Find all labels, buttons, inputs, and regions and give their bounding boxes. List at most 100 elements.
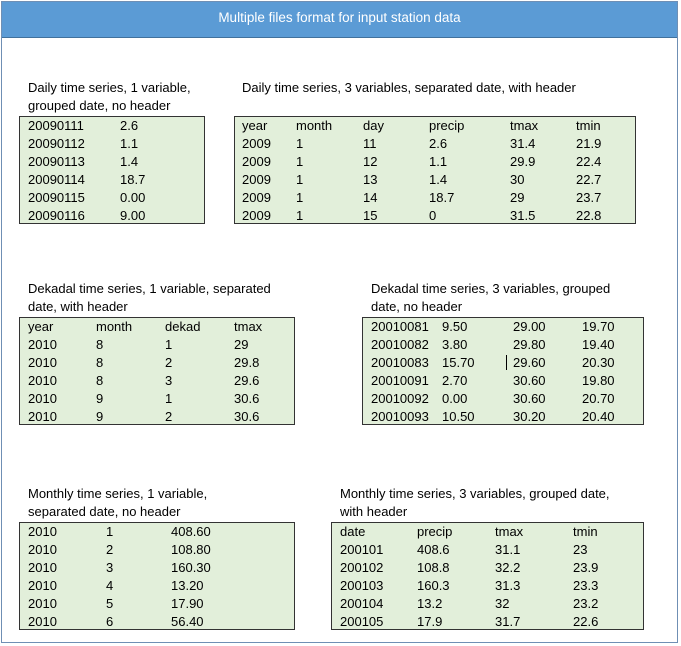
table-row: 2010 1 408.60: [20, 523, 294, 541]
table-cell: 2009: [242, 172, 271, 187]
table-row: 2009 1 13 1.4 30 22.7: [235, 171, 635, 189]
data-table-daily-3var: year month day precip tmax tmin 2009 1 11 2.6 31.4…: [234, 116, 636, 224]
panel-caption-dekadal-1var: Dekadal time series, 1 variable, separat…: [28, 280, 271, 316]
table-cell: 2010: [28, 524, 57, 539]
panel-caption-monthly-3var: Monthly time series, 3 variables, groupe…: [340, 485, 610, 521]
table-cell: 22.6: [573, 614, 599, 629]
table-cell: 2009: [242, 208, 271, 223]
table-cell: 20010082: [371, 337, 429, 352]
table-cell: 2: [165, 355, 173, 370]
table-cell: 2.70: [442, 373, 468, 388]
table-cell: tmax: [234, 319, 263, 334]
table-cell: 2009: [242, 154, 271, 169]
table-row: year month dekad tmax: [20, 318, 294, 336]
table-cell: 22.8: [576, 208, 602, 223]
table-cell: 8: [96, 337, 104, 352]
table-row: 200104 13.2 32 23.2: [332, 595, 643, 613]
table-row: 200102 108.8 32.2 23.9: [332, 559, 643, 577]
caption-line: Monthly time series, 1 variable,: [28, 486, 208, 501]
table-cell: 2010: [28, 355, 57, 370]
table-cell: month: [96, 319, 133, 334]
table-cell: 5: [106, 596, 114, 611]
table-cell: 1: [106, 524, 114, 539]
table-cell: month: [296, 118, 333, 133]
table-cell: 17.9: [417, 614, 443, 629]
table-row: 20010091 2.70 30.60 19.80: [363, 372, 643, 390]
table-cell: 20010091: [371, 373, 429, 388]
table-cell: tmax: [510, 118, 539, 133]
table-cell: 29.00: [513, 319, 546, 334]
table-cell: 30.20: [513, 409, 546, 424]
table-cell: 13.20: [171, 578, 204, 593]
table-cell: tmin: [573, 524, 598, 539]
table-row: 20010092 0.00 30.60 20.70: [363, 390, 643, 408]
table-cell: 200105: [340, 614, 384, 629]
data-table-monthly-3var: date precip tmax tmin 200101 408.6 31.1 23 20010…: [331, 522, 644, 630]
table-cell: 1: [296, 136, 304, 151]
table-cell: 2009: [242, 190, 271, 205]
table-cell: 23.3: [573, 578, 599, 593]
table-cell: 19.70: [582, 319, 615, 334]
table-cell: 22.4: [576, 154, 602, 169]
table-cell: 8: [96, 373, 104, 388]
table-row: 2010 8 2 29.8: [20, 354, 294, 372]
table-row: 20090112 1.1: [20, 135, 204, 153]
table-row: 20090115 0.00: [20, 189, 204, 207]
table-row: 2009 1 12 1.1 29.9 22.4: [235, 153, 635, 171]
table-cell: 408.6: [417, 542, 450, 557]
table-row: 20010082 3.80 29.80 19.40: [363, 336, 643, 354]
table-row: 20010093 10.50 30.20 20.40: [363, 408, 643, 426]
table-row: date precip tmax tmin: [332, 523, 643, 541]
table-cell: 19.80: [582, 373, 615, 388]
table-cell: 1: [165, 391, 173, 406]
table-cell: 1: [296, 208, 304, 223]
table-cell: 1: [296, 172, 304, 187]
table-cell: dekad: [165, 319, 201, 334]
caption-line: Daily time series, 1 variable,: [28, 80, 191, 95]
table-cell: 1.4: [120, 154, 139, 169]
table-cell: 29.80: [513, 337, 546, 352]
table-cell: 29: [234, 337, 249, 352]
table-cell: 1: [296, 154, 304, 169]
caption-line: Daily time series, 3 variables, separate…: [242, 80, 576, 95]
table-cell: 2010: [28, 337, 57, 352]
table-cell: 2010: [28, 614, 57, 629]
caption-line: grouped date, no header: [28, 98, 171, 113]
table-row: 200103 160.3 31.3 23.3: [332, 577, 643, 595]
table-cell: 20.70: [582, 391, 615, 406]
table-cell: 2010: [28, 596, 57, 611]
table-cell: 20090114: [28, 172, 85, 187]
table-cell: 408.60: [171, 524, 211, 539]
table-cell: 22.7: [576, 172, 602, 187]
table-cell: 20090111: [28, 118, 84, 133]
table-row: 2010 8 1 29: [20, 336, 294, 354]
table-cell: 200103: [340, 578, 384, 593]
table-cell: 0.00: [442, 391, 468, 406]
table-cell: 2010: [28, 560, 57, 575]
table-cell: 3: [165, 373, 173, 388]
table-cell: 1.4: [429, 172, 448, 187]
table-row: 2009 1 14 18.7 29 23.7: [235, 189, 635, 207]
text-cursor: [506, 355, 507, 370]
table-cell: precip: [429, 118, 465, 133]
table-row: 200101 408.6 31.1 23: [332, 541, 643, 559]
table-cell: 29.6: [234, 373, 260, 388]
caption-line: Monthly time series, 3 variables, groupe…: [340, 486, 610, 501]
table-cell: 20090112: [28, 136, 85, 151]
table-cell: 18.7: [429, 190, 455, 205]
table-cell: 30.6: [234, 391, 260, 406]
panel-caption-daily-1var: Daily time series, 1 variable, grouped da…: [28, 79, 191, 115]
table-cell: 23.7: [576, 190, 602, 205]
table-cell: 2.6: [120, 118, 139, 133]
table-row: 20090116 9.00: [20, 207, 204, 225]
table-row: 20090114 18.7: [20, 171, 204, 189]
table-cell: 200104: [340, 596, 384, 611]
table-row: 20010083 15.70 29.60 20.30: [363, 354, 643, 372]
panel-caption-daily-3var: Daily time series, 3 variables, separate…: [242, 79, 576, 97]
table-cell: 20.30: [582, 355, 615, 370]
table-cell: 20090115: [28, 190, 85, 205]
table-cell: 200102: [340, 560, 384, 575]
caption-line: date, no header: [371, 299, 463, 314]
caption-line: Dekadal time series, 1 variable, separat…: [28, 281, 271, 296]
